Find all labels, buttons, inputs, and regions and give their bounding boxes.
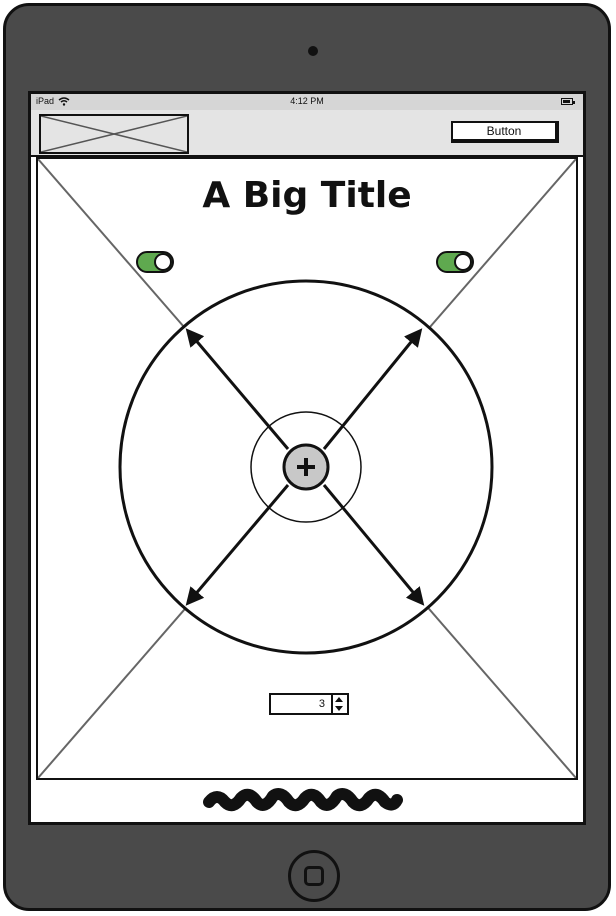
- home-button[interactable]: [288, 850, 340, 902]
- toggle-knob: [454, 253, 472, 271]
- stepper-value: 3: [318, 698, 325, 710]
- footer: [31, 782, 583, 822]
- arrow-up-left-icon[interactable]: [185, 328, 290, 450]
- scribble-text-icon: [203, 788, 403, 812]
- main-content: A Big Title 3: [36, 157, 578, 780]
- nav-button[interactable]: Button: [451, 121, 559, 143]
- device-label: iPad: [36, 96, 55, 106]
- toggle-knob: [154, 253, 172, 271]
- image-placeholder-icon: [39, 114, 189, 154]
- battery-icon: [561, 98, 575, 105]
- arrow-down-left-icon[interactable]: [185, 484, 290, 606]
- home-button-square-icon: [304, 866, 324, 886]
- status-time: 4:12 PM: [290, 96, 324, 106]
- stepper-arrows-icon: [335, 697, 343, 711]
- toggle-right[interactable]: [436, 251, 474, 273]
- stepper-arrows[interactable]: [331, 695, 347, 713]
- joystick-control[interactable]: [38, 159, 576, 778]
- screen: iPad 4:12 PM Button A Big Title: [28, 91, 586, 825]
- arrow-down-right-icon[interactable]: [322, 484, 425, 606]
- arrow-up-right-icon[interactable]: [322, 328, 423, 450]
- camera-icon: [308, 46, 318, 56]
- plus-icon: [297, 458, 315, 476]
- toggle-left[interactable]: [136, 251, 174, 273]
- nav-bar: Button: [31, 110, 583, 157]
- page-title: A Big Title: [202, 175, 412, 216]
- quantity-stepper[interactable]: 3: [269, 693, 349, 715]
- wifi-icon: [58, 96, 70, 106]
- status-bar: iPad 4:12 PM: [31, 94, 583, 110]
